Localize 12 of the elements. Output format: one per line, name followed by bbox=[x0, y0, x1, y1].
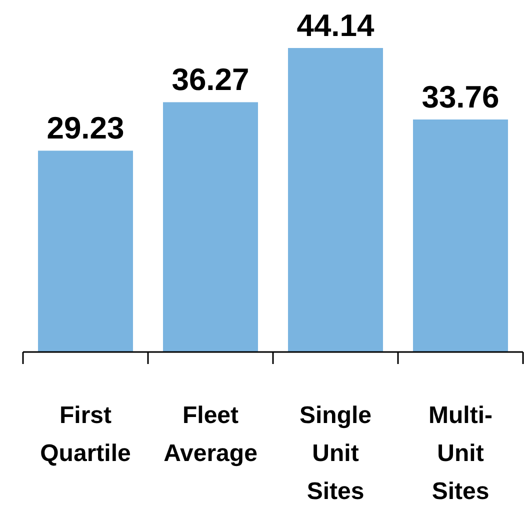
data-label: 29.23 bbox=[46, 110, 124, 146]
data-label: 33.76 bbox=[422, 79, 500, 114]
bar bbox=[163, 102, 258, 352]
x-tick-label: Fleet Average bbox=[164, 402, 258, 467]
bar bbox=[38, 150, 133, 352]
data-label: 36.27 bbox=[172, 62, 250, 98]
bar bbox=[413, 119, 508, 352]
x-tick-label: Single Unit Sites bbox=[299, 402, 372, 505]
x-tick-label: Multi-Unit Sites bbox=[428, 402, 492, 505]
bar bbox=[288, 48, 383, 352]
data-label: 44.14 bbox=[296, 8, 376, 43]
x-tick-label: First Quartile bbox=[40, 402, 131, 467]
